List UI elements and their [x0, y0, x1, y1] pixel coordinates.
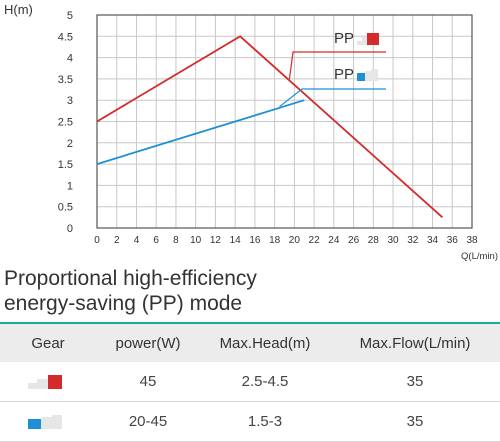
y-tick-label: 1.5: [58, 159, 73, 171]
power-cell: 20-45: [96, 401, 200, 442]
x-tick-label: 28: [368, 235, 380, 246]
x-tick-label: 14: [230, 235, 242, 246]
table-row: 45 2.5-4.5 35: [0, 362, 500, 402]
header-gear: Gear: [0, 322, 96, 362]
x-tick-label: 2: [114, 235, 120, 246]
x-tick-label: 0: [94, 235, 100, 246]
x-tick-label: 26: [348, 235, 360, 246]
power-cell: 45: [96, 362, 200, 402]
x-tick-label: 34: [427, 235, 439, 246]
max-flow-cell: 35: [330, 362, 500, 402]
x-tick-label: 18: [269, 235, 281, 246]
legend-leader-line: [288, 51, 386, 79]
series-line: [96, 35, 443, 219]
max-head-cell: 2.5-4.5: [200, 362, 330, 402]
legend-label: PP: [334, 66, 354, 83]
max-head-cell: 1.5-3: [200, 401, 330, 442]
x-tick-label: 16: [249, 235, 261, 246]
x-tick-label: 8: [173, 235, 179, 246]
x-tick-label: 36: [447, 235, 459, 246]
y-tick-label: 4.5: [58, 31, 73, 43]
gear-cell: [0, 401, 96, 442]
header-max-head: Max.Head(m): [200, 322, 330, 362]
y-axis-label: H(m): [4, 2, 33, 17]
x-tick-label: 38: [466, 235, 478, 246]
y-tick-label: 4: [67, 53, 73, 65]
legend-leader-line: [279, 88, 386, 108]
x-tick-label: 22: [309, 235, 321, 246]
x-tick-label: 4: [134, 235, 140, 246]
x-tick-label: 30: [387, 235, 399, 246]
mode-title: Proportional high-efficiency energy-savi…: [4, 266, 494, 316]
legend-label: PP: [334, 30, 354, 47]
mode-title-line1: Proportional high-efficiency: [4, 267, 257, 290]
series-line: [96, 99, 305, 165]
y-tick-label: 2.5: [58, 117, 73, 129]
legend-gear-segment: [365, 71, 372, 81]
header-max-flow: Max.Flow(L/min): [330, 322, 500, 362]
y-tick-label: 5: [67, 10, 73, 22]
gear-low-blue-icon: [28, 415, 68, 430]
y-tick-label: 0.5: [58, 202, 73, 214]
y-tick-label: 0: [67, 223, 73, 235]
x-tick-label: 10: [190, 235, 202, 246]
x-tick-label: 24: [328, 235, 340, 246]
x-tick-label: 6: [153, 235, 159, 246]
legend-gear-segment: [362, 37, 368, 45]
header-power: power(W): [96, 322, 200, 362]
y-tick-label: 3: [67, 95, 73, 107]
legend-gear-segment: [357, 41, 363, 45]
gear-low-blue-icon: [357, 69, 378, 81]
spec-table: Gear power(W) Max.Head(m) Max.Flow(L/min…: [0, 322, 500, 442]
legend-gear-segment: [367, 33, 379, 45]
legend-gear-segment: [357, 73, 366, 81]
x-tick-label: 20: [289, 235, 301, 246]
gear-high-red-icon: [28, 375, 68, 390]
table-row: 20-45 1.5-3 35: [0, 401, 500, 442]
legend-gear-segment: [371, 69, 378, 81]
max-flow-cell: 35: [330, 401, 500, 442]
x-tick-label: 12: [210, 235, 222, 246]
gear-cell: [0, 362, 96, 402]
x-axis-label: Q(L/min): [461, 251, 498, 262]
y-tick-label: 1: [67, 180, 73, 192]
y-tick-label: 2: [67, 138, 73, 150]
table-header-row: Gear power(W) Max.Head(m) Max.Flow(L/min…: [0, 322, 500, 362]
y-tick-label: 3.5: [58, 74, 73, 86]
gear-high-red-icon: [357, 33, 379, 45]
x-tick-label: 32: [407, 235, 419, 246]
mode-title-line2: energy-saving (PP) mode: [4, 292, 243, 315]
pump-curve-chart: 00.511.522.533.544.550 2 4 6 8 10 12 14 16 18 20 22…: [4, 2, 498, 262]
